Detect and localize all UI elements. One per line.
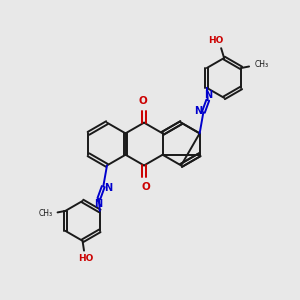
Text: HO: HO <box>208 36 224 45</box>
Text: N: N <box>194 106 202 116</box>
Text: CH₃: CH₃ <box>38 209 52 218</box>
Text: O: O <box>141 182 150 192</box>
Text: CH₃: CH₃ <box>254 61 268 70</box>
Text: HO: HO <box>78 254 93 263</box>
Text: N: N <box>94 199 102 209</box>
Text: N: N <box>105 183 113 193</box>
Text: O: O <box>138 96 147 106</box>
Text: N: N <box>204 90 212 100</box>
